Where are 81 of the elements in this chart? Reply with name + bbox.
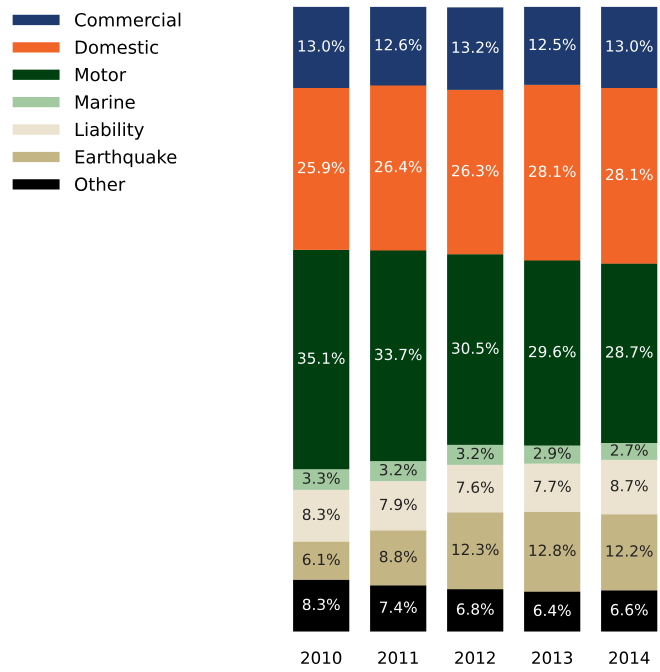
data-label: 13.2% bbox=[452, 41, 499, 54]
bar bbox=[524, 260, 580, 446]
data-label: 3.2% bbox=[380, 464, 417, 476]
data-label: 6.8% bbox=[456, 603, 494, 615]
data-label: 12.3% bbox=[452, 544, 499, 556]
bar bbox=[370, 585, 426, 632]
data-label: 6.6% bbox=[610, 604, 648, 616]
data-label: 7.9% bbox=[380, 498, 417, 510]
data-label: 13.0% bbox=[606, 40, 653, 52]
data-label: 13.0% bbox=[298, 40, 345, 52]
data-label: 26.4% bbox=[375, 160, 422, 172]
x-tick-label: 2010 bbox=[301, 651, 342, 664]
data-label: 29.6% bbox=[529, 346, 576, 358]
data-label: 33.7% bbox=[375, 348, 422, 360]
data-label: 28.1% bbox=[529, 166, 576, 178]
bar bbox=[524, 512, 580, 592]
data-label: 3.2% bbox=[456, 448, 494, 460]
bar bbox=[601, 442, 658, 460]
legend-label: Other bbox=[75, 177, 126, 192]
data-label: 8.3% bbox=[302, 598, 340, 610]
data-label: 12.5% bbox=[530, 38, 576, 50]
bar bbox=[447, 589, 504, 632]
legend-label: Liability bbox=[76, 122, 144, 140]
bar bbox=[447, 90, 504, 254]
bar bbox=[293, 6, 350, 88]
bar bbox=[524, 84, 580, 260]
bar bbox=[601, 6, 658, 88]
bar bbox=[524, 6, 580, 85]
bar bbox=[293, 580, 350, 632]
bar bbox=[601, 264, 658, 443]
bar bbox=[601, 460, 658, 514]
bar bbox=[370, 481, 426, 530]
data-label: 35.1% bbox=[298, 352, 345, 364]
data-label: 28.7% bbox=[606, 346, 653, 358]
bar bbox=[293, 490, 350, 542]
bar bbox=[293, 250, 350, 470]
data-label: 7.4% bbox=[380, 601, 417, 613]
x-tick-label: 2012 bbox=[455, 651, 495, 664]
data-label: 7.6% bbox=[457, 481, 494, 493]
legend-label: Commercial bbox=[75, 12, 180, 27]
bar bbox=[293, 542, 350, 580]
data-label: 2.7% bbox=[610, 444, 648, 456]
data-label: 6.1% bbox=[302, 554, 340, 566]
bar bbox=[447, 7, 504, 90]
data-label: 6.4% bbox=[534, 604, 571, 616]
data-label: 8.7% bbox=[610, 480, 648, 492]
data-label: 26.3% bbox=[452, 164, 499, 176]
bar bbox=[524, 464, 580, 512]
legend-label: Domestic bbox=[76, 40, 158, 54]
bar bbox=[370, 85, 426, 250]
data-label: 7.7% bbox=[534, 480, 571, 492]
legend-label: Motor bbox=[76, 68, 126, 82]
data-label: 8.8% bbox=[380, 550, 417, 562]
bar bbox=[293, 88, 350, 250]
bar bbox=[370, 250, 426, 462]
bar bbox=[293, 469, 350, 490]
data-label: 30.5% bbox=[452, 342, 499, 354]
bar bbox=[447, 254, 504, 445]
bar bbox=[601, 514, 658, 590]
bar bbox=[601, 590, 658, 632]
data-label: 8.3% bbox=[302, 508, 340, 520]
bar bbox=[370, 530, 426, 586]
bar bbox=[601, 88, 658, 264]
bar bbox=[447, 512, 504, 590]
data-label: 25.9% bbox=[298, 162, 345, 174]
legend-label: Marine bbox=[76, 94, 135, 109]
legend-label: Earthquake bbox=[76, 150, 176, 168]
x-tick-label: 2011 bbox=[378, 651, 418, 664]
bar bbox=[447, 464, 504, 512]
bar bbox=[524, 592, 580, 632]
bar bbox=[370, 461, 426, 482]
data-label: 12.8% bbox=[530, 544, 576, 556]
bar bbox=[370, 6, 426, 86]
data-label: 12.6% bbox=[376, 38, 422, 51]
x-tick-label: 2013 bbox=[532, 651, 572, 664]
data-label: 12.2% bbox=[606, 545, 653, 557]
bar bbox=[447, 444, 504, 465]
data-label: 3.3% bbox=[302, 472, 340, 484]
data-label: 2.9% bbox=[534, 447, 571, 459]
data-label: 28.1% bbox=[606, 168, 653, 180]
x-tick-label: 2014 bbox=[609, 651, 650, 664]
